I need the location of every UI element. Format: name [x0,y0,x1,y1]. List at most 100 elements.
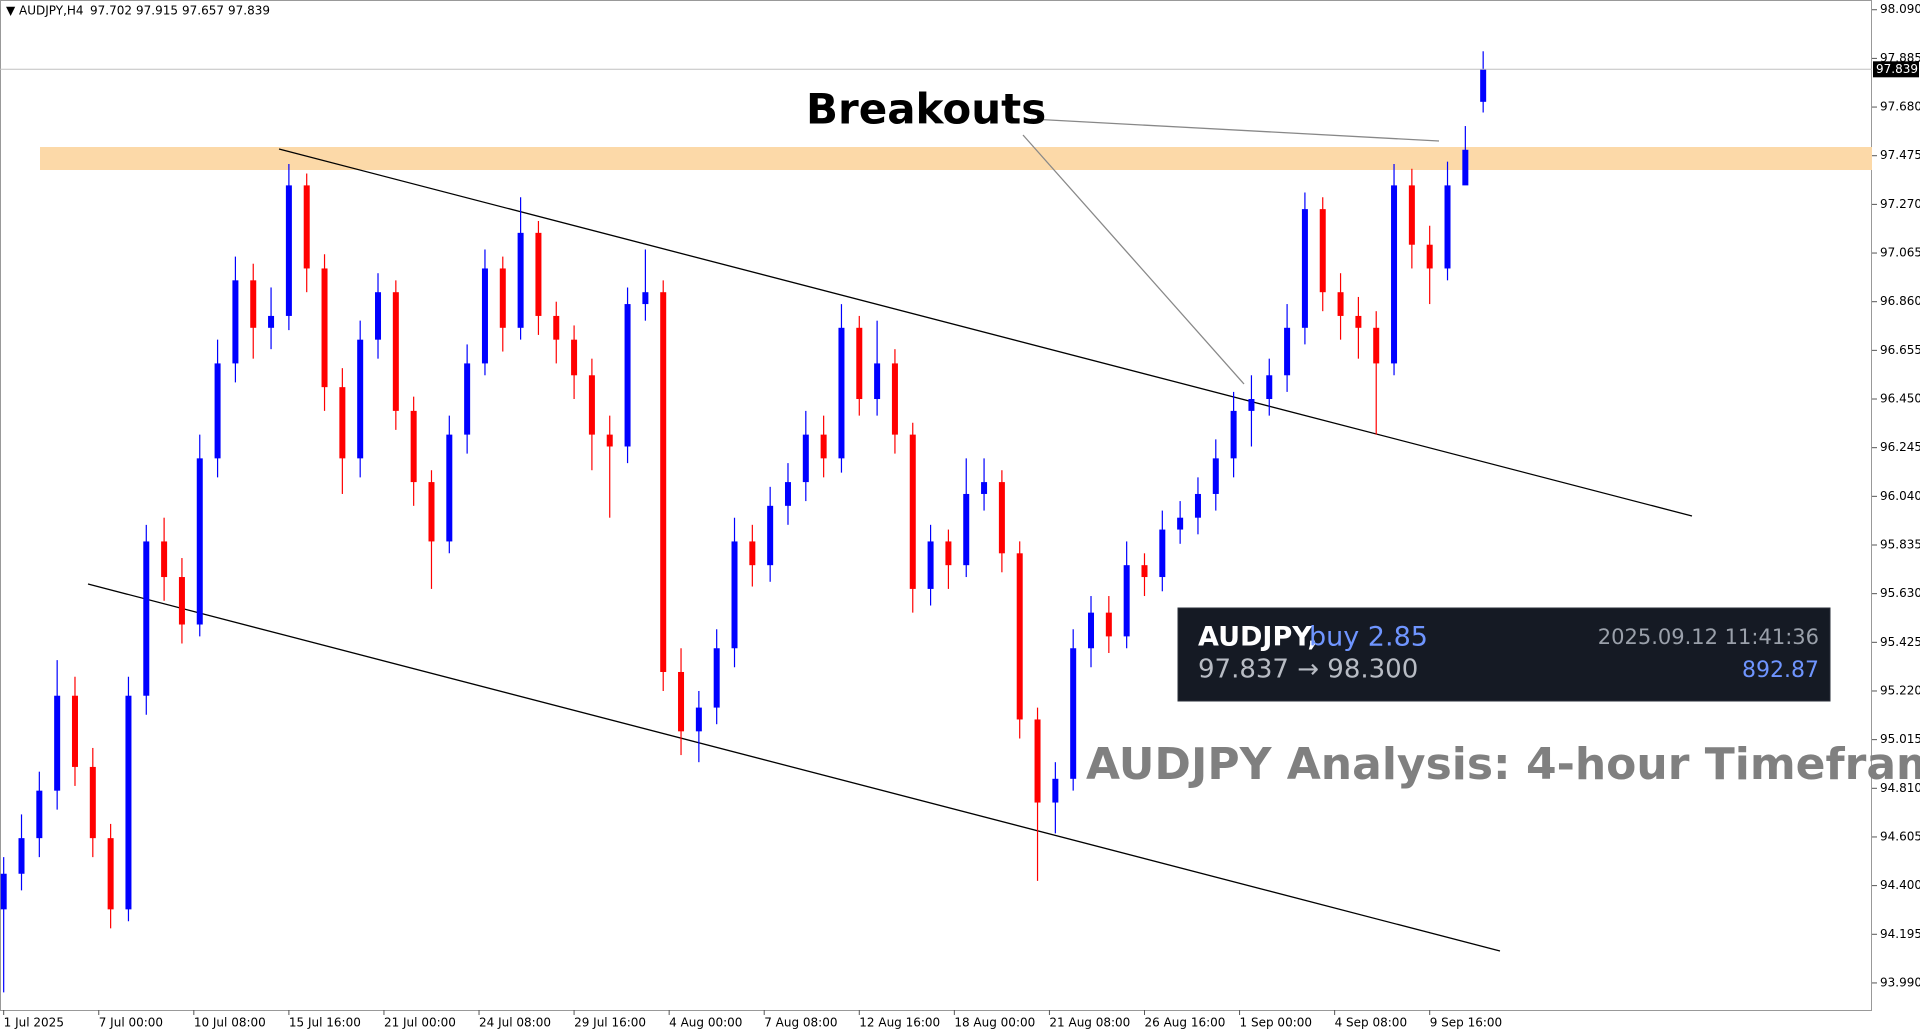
header-close: 97.839 [228,4,270,18]
y-tick-label: 97.680 [1880,100,1920,114]
trade-profit: 892.87 [1742,658,1819,683]
y-tick-label: 95.630 [1880,586,1920,600]
candle-body [927,541,934,589]
candle-body [981,482,988,494]
candle-body [909,434,916,589]
candle-body [1337,292,1344,316]
candle-body [499,268,506,328]
candle-body [303,185,310,269]
candle-body [1391,185,1398,364]
candle-body [375,292,382,340]
candle-body [125,695,132,910]
candle-body [285,185,292,316]
candle-body [357,339,364,459]
candle-body [660,292,667,672]
candle-body [695,707,702,732]
candle-body [1301,209,1308,328]
candle-body [820,434,827,459]
trade-box-bg [1177,607,1831,702]
candle-body [1052,778,1059,803]
candle-body [339,387,346,459]
candle-body [553,315,560,340]
candle-body [250,280,257,328]
candle-body [963,493,970,566]
candle-body [18,838,25,874]
candle-body [606,434,613,447]
candle-body [856,327,863,400]
candle-body [1194,493,1201,518]
candle-body [268,315,275,328]
candle-body [36,790,43,839]
chart-title: AUDJPY Analysis: 4-hour Timeframe [1086,739,1920,790]
x-tick-label: 26 Aug 16:00 [1144,1016,1225,1030]
candle-body [678,671,685,732]
x-tick-label: 4 Aug 00:00 [669,1016,742,1030]
trade-symbol: AUDJPY, [1198,622,1318,653]
candle-body [588,375,595,435]
breakout-pointer [1030,118,1440,142]
candle-body [998,482,1005,554]
y-tick-label: 98.090 [1880,2,1920,16]
candle-body [642,292,649,305]
y-tick-label: 97.270 [1880,197,1920,211]
symbol-marker: ▼ [6,4,16,18]
trade-box: AUDJPY, buy 2.85 2025.09.12 11:41:36 97.… [1177,607,1831,702]
candle-body [481,268,488,364]
candle-body [749,541,756,566]
candle-body [784,482,791,506]
y-tick-label: 97.065 [1880,246,1920,260]
candle-body [802,434,809,483]
y-tick-label: 96.655 [1880,343,1920,357]
candle-body [0,873,7,910]
x-tick-label: 7 Jul 00:00 [99,1016,163,1030]
candle-body [1088,612,1095,649]
header-open: 97.702 [90,4,132,18]
y-tick-label: 95.835 [1880,537,1920,551]
y-tick-label: 94.400 [1880,878,1920,892]
candle-body [71,695,78,767]
candle-body [107,838,114,910]
candle-body [1034,719,1041,803]
candle-body [731,541,738,649]
candle-body [392,292,399,411]
y-tick-label: 96.450 [1880,392,1920,406]
candle-body [178,577,185,625]
x-tick-label: 29 Jul 16:00 [574,1016,646,1030]
lower-trendline [87,583,1501,952]
x-tick-label: 24 Jul 08:00 [479,1016,551,1030]
x-tick-label: 10 Jul 08:00 [194,1016,266,1030]
candle-body [1462,149,1469,186]
trade-side: buy 2.85 [1309,622,1428,653]
candle-body [767,505,774,566]
y-tick-label: 95.220 [1880,683,1920,697]
candles [0,51,1487,993]
candle-body [464,363,471,435]
header-symbol: AUDJPY,H4 [19,4,84,18]
candle-body [1230,410,1237,459]
y-tick-label: 94.810 [1880,781,1920,795]
x-tick-label: 18 Aug 00:00 [954,1016,1035,1030]
candle-body [232,280,239,364]
y-tick-label: 97.475 [1880,148,1920,162]
candle-body [428,482,435,542]
breakout-pointer [1022,134,1245,385]
plot-frame [0,0,1872,1011]
y-tick-label: 96.860 [1880,294,1920,308]
candle-body [89,766,96,839]
candle-body [1105,612,1112,637]
candle-body [874,363,881,400]
candle-body [1248,399,1255,411]
candle-body [1212,458,1219,494]
y-tick-label: 96.040 [1880,489,1920,503]
candle-body [321,268,328,388]
candle-body [1266,375,1273,400]
candle-body [143,541,150,696]
price-tag: 97.839 [1876,62,1918,76]
candle-body [891,363,898,435]
x-tick-label: 21 Jul 00:00 [384,1016,456,1030]
candle-body [446,434,453,542]
candle-body [838,327,845,459]
x-tick-label: 21 Aug 08:00 [1049,1016,1130,1030]
annotation: Breakouts [806,85,1046,134]
